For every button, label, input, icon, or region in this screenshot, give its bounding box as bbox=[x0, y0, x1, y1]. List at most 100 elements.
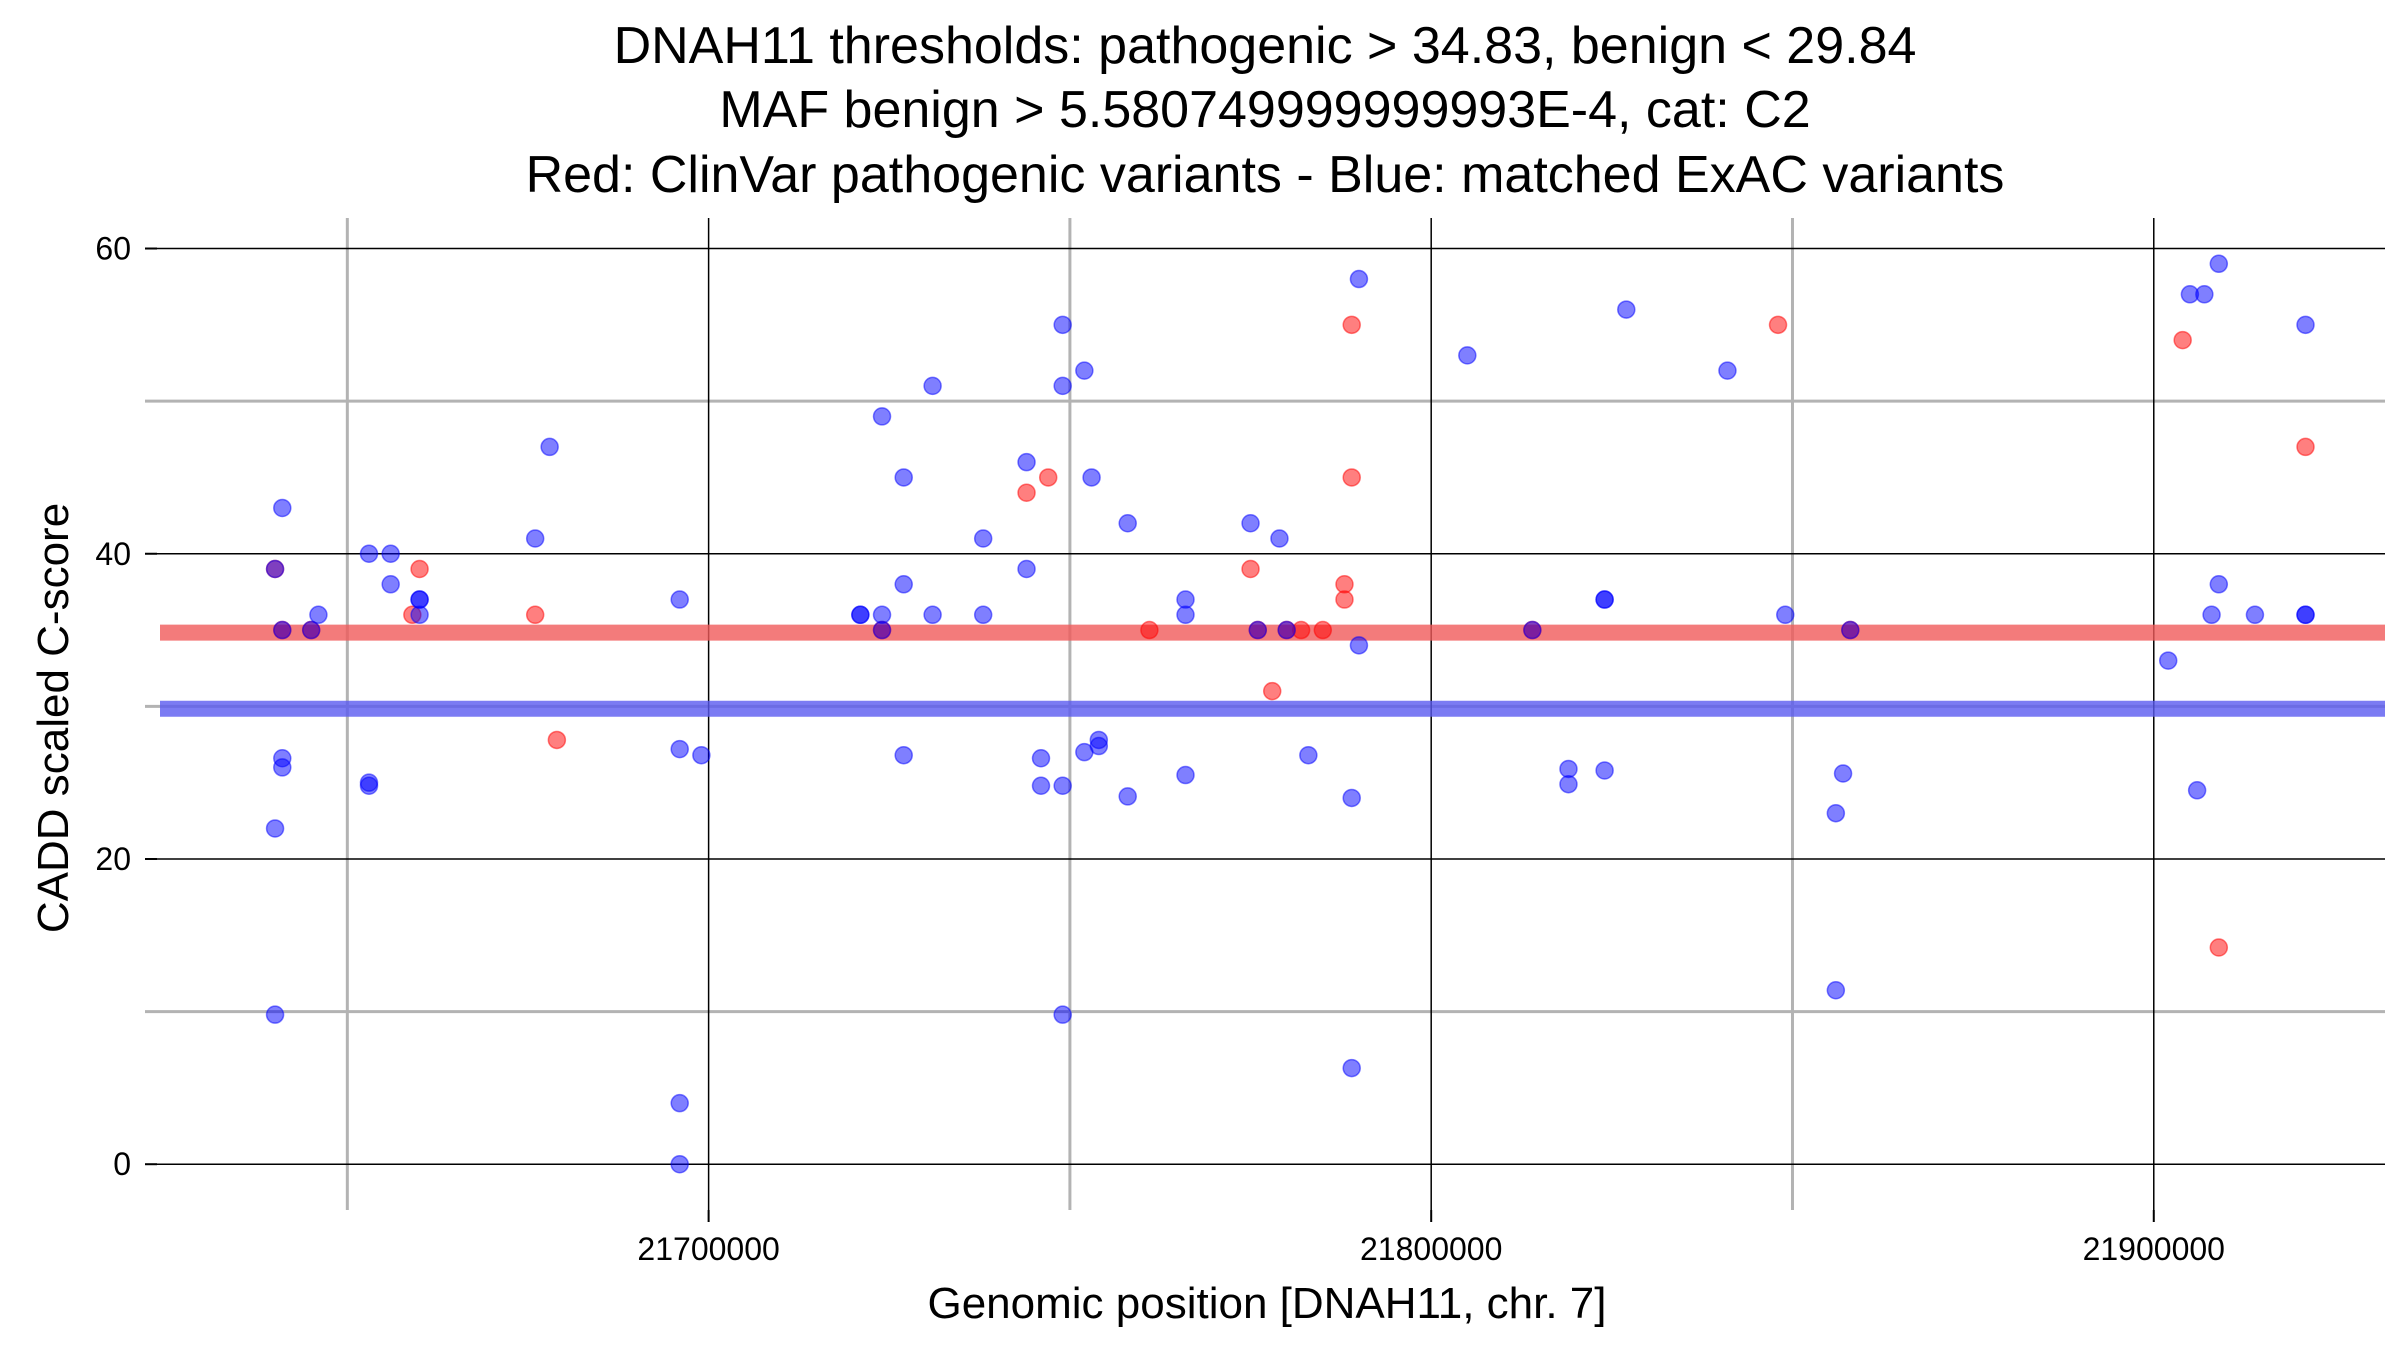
exac-point bbox=[410, 605, 429, 625]
exac-point bbox=[265, 819, 285, 838]
exac-point bbox=[2245, 605, 2265, 625]
y-tick-label: 40 bbox=[95, 536, 131, 572]
exac-point bbox=[1270, 529, 1289, 548]
exac-point bbox=[2296, 605, 2315, 625]
exac-point bbox=[1349, 269, 1369, 289]
exac-point bbox=[1826, 803, 1846, 823]
exac-point bbox=[1031, 749, 1051, 768]
exac-point bbox=[923, 605, 942, 625]
exac-point bbox=[1299, 745, 1318, 765]
y-axis-label: CADD scaled C-score bbox=[29, 503, 78, 933]
exac-point bbox=[692, 745, 711, 765]
exac-point bbox=[894, 745, 913, 765]
exac-point bbox=[1718, 361, 1737, 380]
exac-point bbox=[1617, 300, 1636, 319]
exac-point bbox=[1248, 620, 1268, 640]
exac-point bbox=[2187, 781, 2207, 800]
exac-point bbox=[2296, 315, 2315, 335]
exac-point bbox=[525, 529, 545, 548]
exac-point bbox=[1053, 776, 1072, 795]
exac-point bbox=[1089, 736, 1109, 756]
exac-point bbox=[273, 758, 292, 777]
exac-point bbox=[1176, 765, 1195, 785]
clinvar-point bbox=[1335, 575, 1354, 594]
exac-point bbox=[309, 605, 328, 625]
title-line-3: Red: ClinVar pathogenic variants - Blue:… bbox=[526, 146, 2005, 204]
exac-point bbox=[265, 559, 285, 579]
exac-point bbox=[265, 1005, 285, 1024]
clinvar-point bbox=[2209, 938, 2229, 957]
exac-point bbox=[1826, 980, 1846, 1000]
exac-point bbox=[1053, 376, 1072, 396]
y-tick-label: 0 bbox=[113, 1146, 131, 1182]
exac-point bbox=[359, 776, 379, 795]
exac-point bbox=[1082, 468, 1101, 487]
exac-point bbox=[1841, 620, 1860, 640]
exac-point bbox=[670, 1154, 689, 1174]
exac-point bbox=[1053, 315, 1072, 335]
exac-point bbox=[1523, 620, 1542, 640]
exac-point bbox=[670, 739, 689, 759]
threshold-lines bbox=[160, 624, 2385, 717]
clinvar-point bbox=[1262, 681, 1282, 701]
exac-point bbox=[1776, 605, 1795, 625]
exac-point bbox=[670, 1093, 689, 1113]
exac-point bbox=[1342, 788, 1361, 808]
exac-point bbox=[381, 575, 400, 594]
exac-point bbox=[872, 407, 892, 426]
clinvar-point bbox=[525, 605, 545, 625]
exac-point bbox=[2209, 254, 2229, 274]
axis-ticks: 0 20 40 60 21700000 21800000 21900000 bbox=[95, 231, 2225, 1267]
exac-point bbox=[1017, 452, 1036, 472]
clinvar-point bbox=[1342, 315, 1361, 335]
exac-point bbox=[2202, 605, 2221, 625]
exac-point bbox=[1075, 361, 1094, 380]
exac-point bbox=[894, 468, 913, 487]
exac-point bbox=[1595, 590, 1614, 609]
clinvar-point bbox=[1313, 620, 1333, 640]
chart-title: DNAH11 thresholds: pathogenic > 34.83, b… bbox=[526, 17, 2005, 204]
exac-point bbox=[359, 544, 379, 564]
clinvar-point bbox=[1768, 315, 1788, 335]
exac-point bbox=[851, 605, 870, 625]
exac-point bbox=[1342, 1058, 1361, 1078]
x-tick-label: 21900000 bbox=[2083, 1231, 2225, 1267]
x-tick-label: 21700000 bbox=[637, 1231, 779, 1267]
exac-point bbox=[872, 620, 892, 640]
exac-point bbox=[1176, 590, 1195, 609]
exac-point bbox=[1595, 761, 1614, 780]
exac-point bbox=[1118, 787, 1137, 806]
clinvar-point bbox=[1017, 483, 1036, 502]
exac-point bbox=[973, 605, 993, 625]
clinvar-point bbox=[1140, 620, 1159, 640]
exac-point bbox=[670, 590, 689, 609]
exac-point bbox=[410, 590, 429, 609]
exac-point bbox=[1458, 346, 1477, 365]
exac-point bbox=[273, 620, 292, 640]
exac-point bbox=[2195, 285, 2214, 304]
exac-point bbox=[923, 376, 942, 396]
clinvar-point bbox=[547, 730, 567, 750]
exac-point bbox=[1176, 605, 1195, 625]
clinvar-point bbox=[1038, 468, 1058, 487]
clinvar-point bbox=[1342, 468, 1361, 487]
exac-point bbox=[2209, 575, 2229, 594]
y-tick-label: 60 bbox=[95, 231, 131, 267]
exac-point bbox=[301, 620, 321, 640]
exac-point bbox=[1053, 1005, 1072, 1024]
exac-point bbox=[1833, 764, 1853, 783]
exac-point bbox=[1277, 620, 1296, 640]
exac-point bbox=[540, 437, 559, 457]
exac-point bbox=[1031, 776, 1051, 795]
exac-point bbox=[381, 544, 400, 564]
exac-point bbox=[894, 575, 913, 594]
x-axis-label: Genomic position [DNAH11, chr. 7] bbox=[927, 1279, 1606, 1328]
clinvar-point bbox=[1241, 559, 1260, 579]
exac-point bbox=[1559, 774, 1578, 794]
y-tick-label: 20 bbox=[95, 841, 131, 877]
title-line-1: DNAH11 thresholds: pathogenic > 34.83, b… bbox=[614, 17, 1917, 75]
exac-point bbox=[872, 605, 892, 625]
clinvar-point bbox=[2173, 330, 2192, 350]
exac-point bbox=[1241, 513, 1260, 533]
